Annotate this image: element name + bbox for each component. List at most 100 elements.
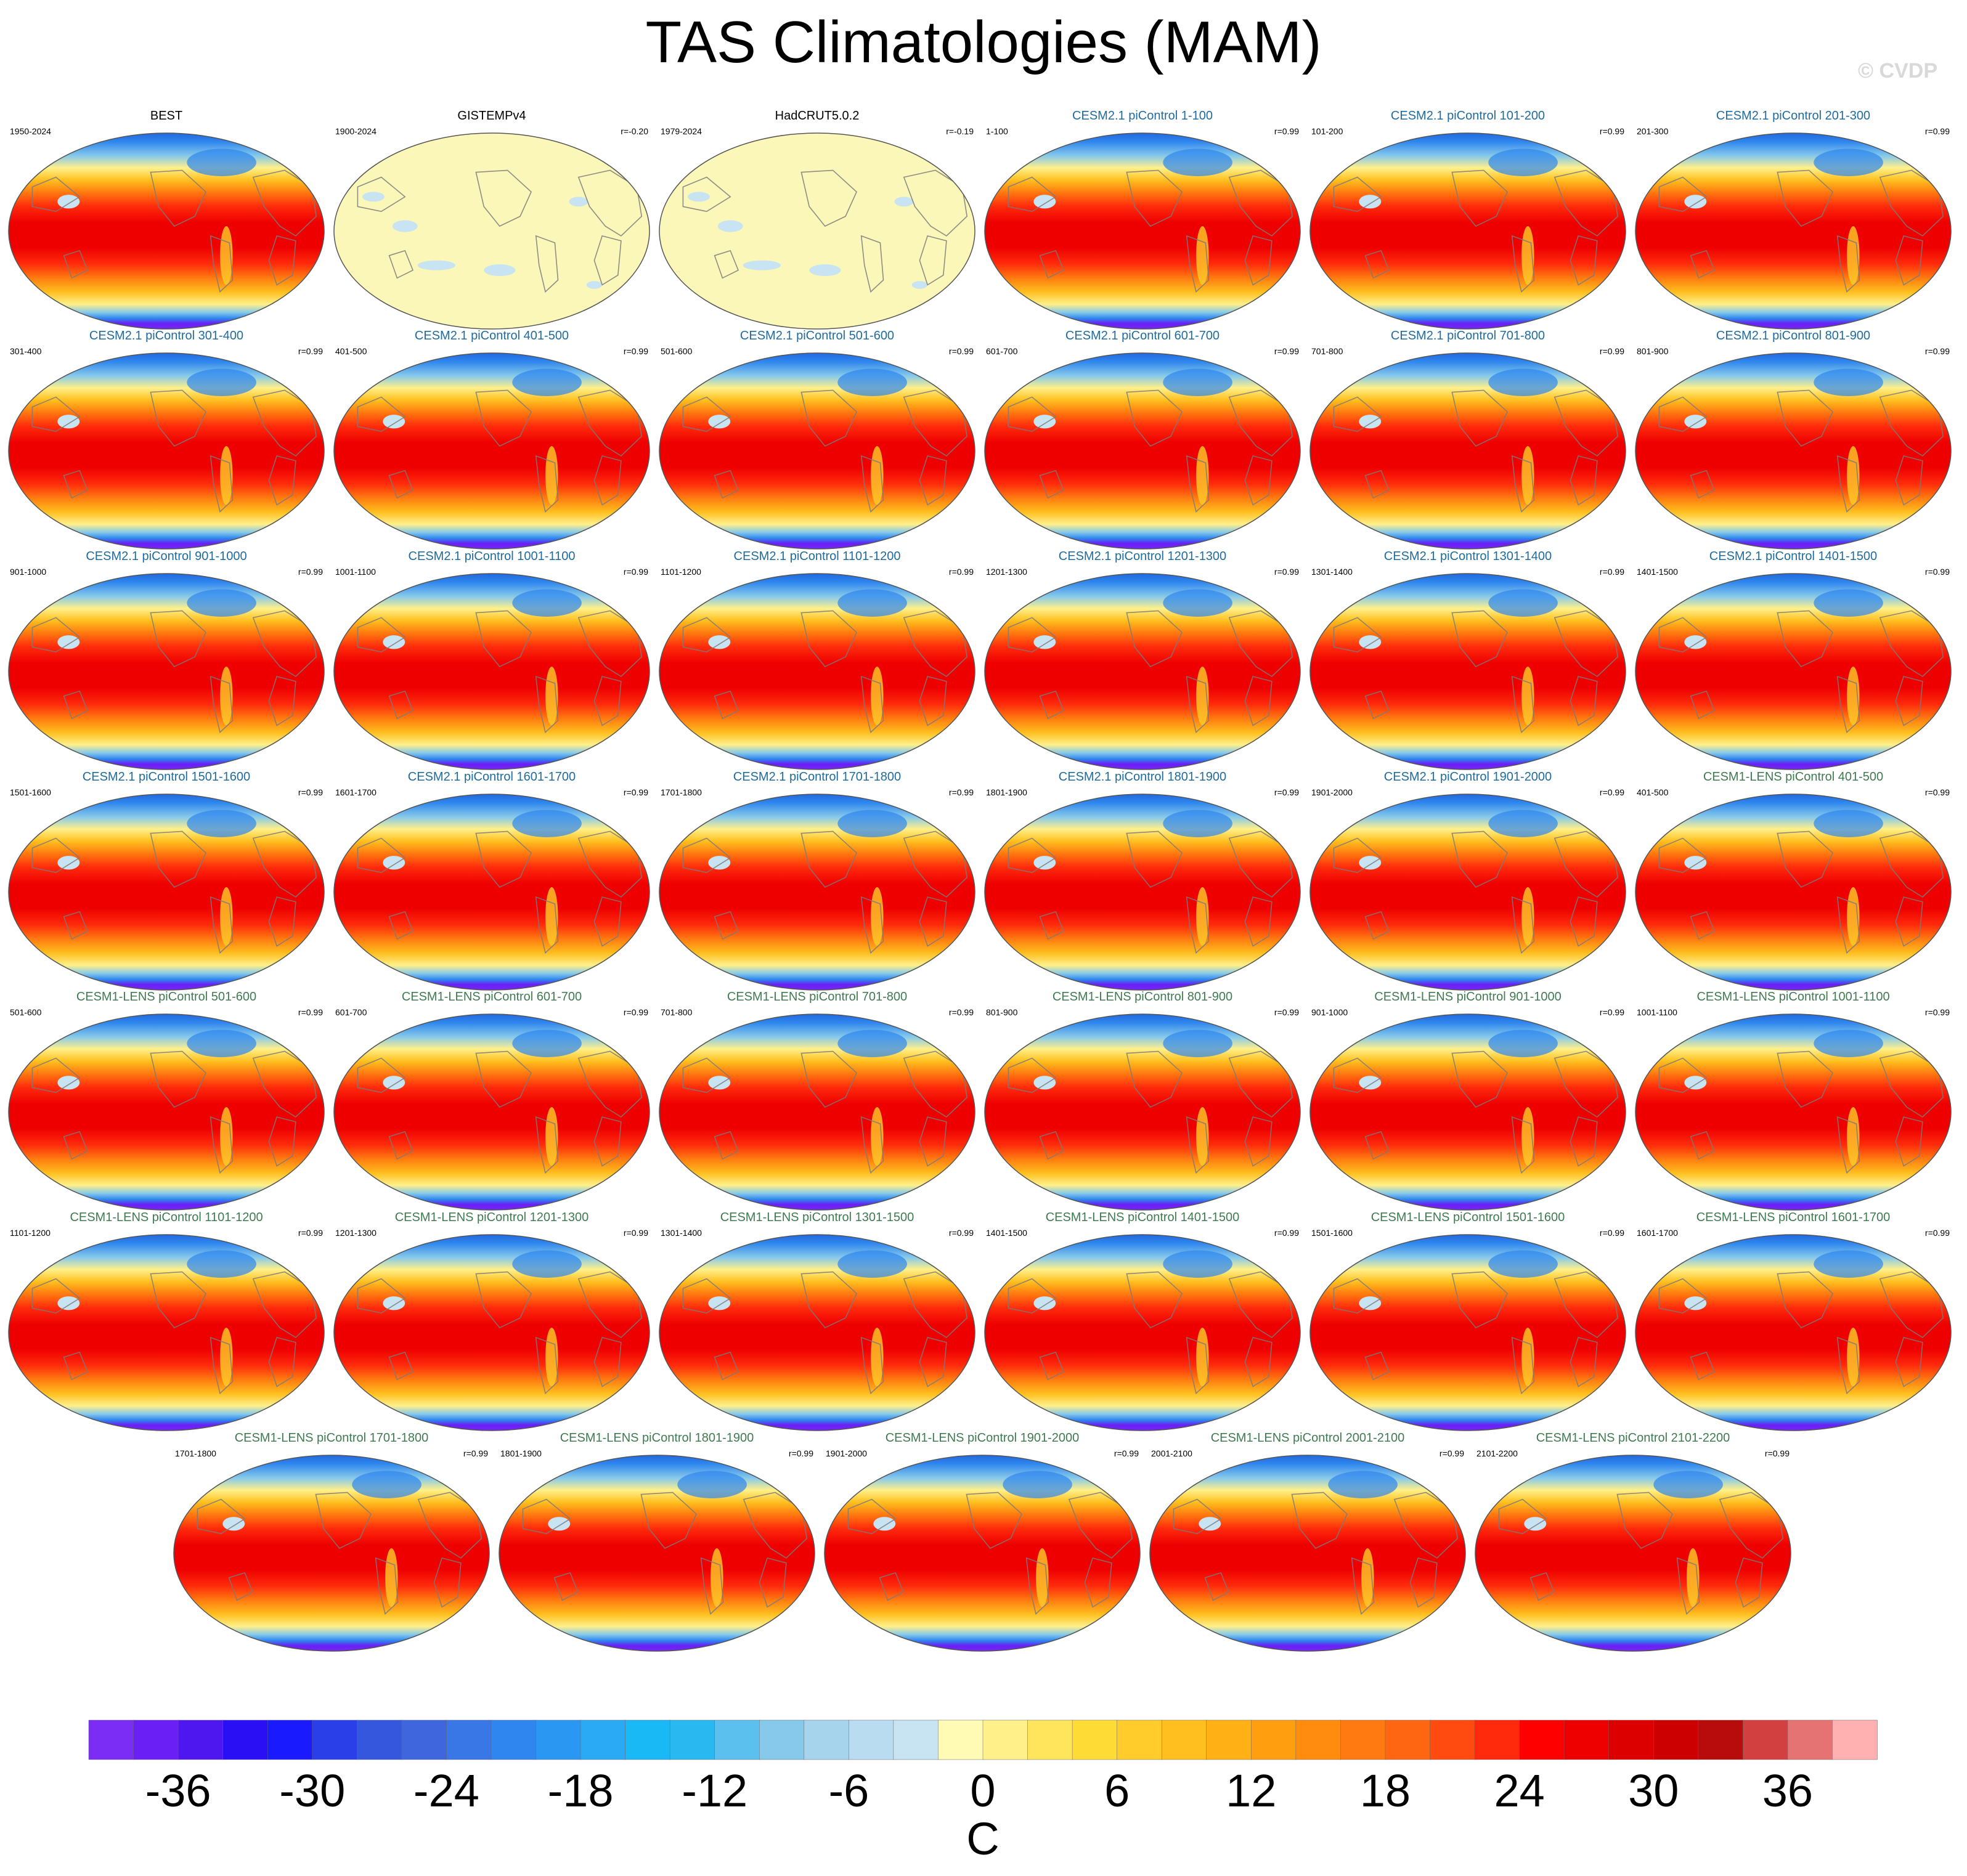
map-field: [985, 1014, 1300, 1210]
panel-period: 1901-2000: [1311, 787, 1353, 797]
map-outline: [1635, 1013, 1952, 1211]
map-outline: [659, 1013, 975, 1211]
panel: CESM1-LENS piControl 1301-1500 1301-1400 r…: [659, 1211, 975, 1431]
panel-period: 1501-1600: [1311, 1228, 1353, 1238]
map-field: [334, 794, 650, 990]
panel-period: 401-500: [335, 346, 367, 356]
panel-title: CESM2.1 piControl 101-200: [1391, 109, 1545, 123]
colorbar-segment: [88, 1720, 134, 1760]
panel-correlation: r=0.99: [624, 1228, 648, 1238]
panel-title: CESM2.1 piControl 601-700: [1065, 329, 1220, 343]
panel-correlation: r=-0.19: [946, 126, 974, 136]
map-field: [1635, 133, 1951, 329]
panel: CESM2.1 piControl 1801-1900 1801-1900 r=0.…: [984, 770, 1301, 991]
colorbar-segment: [267, 1720, 313, 1760]
panel-correlation: r=0.99: [1925, 346, 1950, 356]
panel-title: CESM2.1 piControl 701-800: [1391, 329, 1545, 343]
map-outline: [824, 1455, 1141, 1652]
map-outline: [1635, 794, 1952, 991]
map-outline: [8, 573, 325, 770]
colorbar-tick-label: -6: [828, 1765, 869, 1816]
panel-period: 2001-2100: [1151, 1448, 1192, 1458]
colorbar-segment: [938, 1720, 984, 1760]
chart-title: TAS Climatologies (MAM): [645, 9, 1322, 75]
map-outline: [1149, 1455, 1466, 1652]
panel: CESM2.1 piControl 1501-1600 1501-1600 r=0.…: [8, 770, 325, 991]
panel-correlation: r=0.99: [624, 346, 648, 356]
colorbar-segment: [1027, 1720, 1073, 1760]
panel-title: CESM2.1 piControl 801-900: [1716, 329, 1870, 343]
panel-title: CESM2.1 piControl 1801-1900: [1059, 770, 1226, 784]
panel-correlation: r=0.99: [1600, 346, 1624, 356]
colorbar-segment: [804, 1720, 850, 1760]
panel-period: 401-500: [1637, 787, 1669, 797]
panel-correlation: r=0.99: [1274, 346, 1299, 356]
panel-period: 1701-1800: [661, 787, 702, 797]
map-field: [334, 1235, 650, 1431]
panel: GISTEMPv4 1900-2024 r=-0.20: [333, 109, 650, 330]
panel-correlation: r=0.99: [1600, 787, 1624, 797]
panel-correlation: r=0.99: [1600, 1228, 1624, 1238]
colorbar-segment: [491, 1720, 537, 1760]
panel-title: CESM1-LENS piControl 801-900: [1053, 990, 1232, 1004]
panel: CESM1-LENS piControl 1401-1500 1401-1500 r…: [984, 1211, 1301, 1431]
panel-period: 1501-1600: [10, 787, 51, 797]
panel-title: CESM2.1 piControl 301-400: [89, 329, 243, 343]
map-field: [985, 1235, 1300, 1431]
panel-correlation: r=0.99: [789, 1448, 813, 1458]
panel-correlation: r=0.99: [298, 346, 323, 356]
colorbar-segment: [1787, 1720, 1833, 1760]
panel: BEST 1950-2024: [8, 109, 325, 330]
panel-period: 601-700: [986, 346, 1018, 356]
panel: CESM1-LENS piControl 2001-2100 2001-2100 r…: [1149, 1431, 1466, 1652]
panel-period: 301-400: [10, 346, 42, 356]
colorbar-segment: [177, 1720, 224, 1760]
map-field: [1635, 794, 1951, 990]
colorbar-segment: [1340, 1720, 1386, 1760]
panel-period: 1701-1800: [175, 1448, 216, 1458]
panel-title: CESM2.1 piControl 501-600: [740, 329, 894, 343]
panel-title: CESM1-LENS piControl 1801-1900: [560, 1431, 754, 1445]
panel-period: 801-900: [986, 1007, 1018, 1017]
map-outline: [659, 1234, 975, 1431]
map-field: [825, 1455, 1140, 1651]
map-field: [659, 133, 975, 329]
map-outline: [1309, 132, 1626, 330]
map-field: [1635, 1235, 1951, 1431]
colorbar-tick-label: -12: [682, 1765, 747, 1816]
panel: CESM1-LENS piControl 801-900 801-900 r=0.9…: [984, 990, 1301, 1211]
panel-correlation: r=0.99: [1274, 787, 1299, 797]
panel-period: 901-1000: [1311, 1007, 1348, 1017]
panel-correlation: r=0.99: [463, 1448, 488, 1458]
panel-period: 1401-1500: [1637, 567, 1678, 577]
panel: CESM2.1 piControl 1701-1800 1701-1800 r=0.…: [659, 770, 975, 991]
panel-correlation: r=0.99: [1925, 1228, 1950, 1238]
map-outline: [1475, 1455, 1791, 1652]
map-field: [985, 794, 1300, 990]
panel-correlation: r=0.99: [1600, 126, 1624, 136]
panel: CESM2.1 piControl 201-300 201-300 r=0.99: [1635, 109, 1952, 330]
panel-correlation: r=0.99: [1440, 1448, 1464, 1458]
colorbar-tick-label: -24: [413, 1765, 479, 1816]
panel-title: CESM1-LENS piControl 2101-2200: [1536, 1431, 1730, 1445]
panel: CESM1-LENS piControl 1601-1700 1601-1700 r…: [1635, 1211, 1952, 1431]
colorbar-segment: [401, 1720, 447, 1760]
map-field: [985, 133, 1300, 329]
map-outline: [333, 1234, 650, 1431]
colorbar-tick-label: -18: [548, 1765, 614, 1816]
colorbar-segment: [1653, 1720, 1699, 1760]
panel-period: 1301-1400: [661, 1228, 702, 1238]
panel: CESM2.1 piControl 601-700 601-700 r=0.99: [984, 329, 1301, 550]
panel-title: CESM2.1 piControl 1701-1800: [733, 770, 901, 784]
colorbar-tick-label: 24: [1494, 1765, 1544, 1816]
panel-title: CESM2.1 piControl 1001-1100: [409, 550, 576, 563]
map-outline: [659, 794, 975, 991]
panel-period: 1950-2024: [10, 126, 51, 136]
panel-title: CESM2.1 piControl 1901-2000: [1384, 770, 1552, 784]
panel: CESM1-LENS piControl 1201-1300 1201-1300 r…: [333, 1211, 650, 1431]
colorbar-segment: [580, 1720, 626, 1760]
panel: CESM2.1 piControl 1-100 1-100 r=0.99: [984, 109, 1301, 330]
panel-correlation: r=0.99: [298, 787, 323, 797]
map-field: [9, 794, 324, 990]
colorbar-segment: [1474, 1720, 1520, 1760]
